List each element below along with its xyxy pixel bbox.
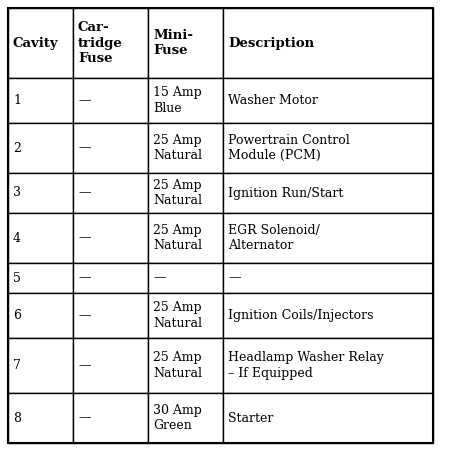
Bar	[8, 78, 73, 123]
Bar	[8, 263, 73, 293]
Bar	[148, 263, 223, 293]
Text: 5: 5	[13, 272, 21, 285]
Bar	[223, 263, 433, 293]
Text: EGR Solenoid/
Alternator: EGR Solenoid/ Alternator	[228, 224, 320, 252]
Bar	[8, 8, 433, 443]
Text: 2: 2	[13, 142, 21, 154]
Text: 30 Amp
Green: 30 Amp Green	[153, 404, 202, 432]
Bar	[73, 213, 148, 263]
Text: Ignition Coils/Injectors: Ignition Coils/Injectors	[228, 309, 374, 322]
Bar	[8, 173, 73, 213]
Bar	[8, 123, 73, 173]
Text: 25 Amp
Natural: 25 Amp Natural	[153, 301, 202, 330]
Text: —: —	[78, 231, 91, 245]
Bar	[223, 123, 433, 173]
Bar	[148, 293, 223, 338]
Bar	[223, 213, 433, 263]
Bar	[73, 338, 148, 393]
Bar	[148, 338, 223, 393]
Text: —: —	[153, 272, 165, 285]
Bar	[73, 173, 148, 213]
Bar	[223, 338, 433, 393]
Bar	[148, 123, 223, 173]
Bar	[148, 78, 223, 123]
Text: Starter: Starter	[228, 411, 273, 425]
Bar	[8, 293, 73, 338]
Bar	[73, 263, 148, 293]
Bar	[148, 393, 223, 443]
Bar	[8, 213, 73, 263]
Text: Cavity: Cavity	[13, 37, 59, 49]
Text: 3: 3	[13, 187, 21, 200]
Text: Description: Description	[228, 37, 314, 49]
Text: 25 Amp
Natural: 25 Amp Natural	[153, 351, 202, 380]
Bar	[73, 8, 148, 78]
Bar	[73, 123, 148, 173]
Bar	[223, 173, 433, 213]
Text: Powertrain Control
Module (PCM): Powertrain Control Module (PCM)	[228, 134, 350, 162]
Text: —: —	[78, 94, 91, 107]
Text: Ignition Run/Start: Ignition Run/Start	[228, 187, 343, 200]
Bar	[73, 78, 148, 123]
Text: 6: 6	[13, 309, 21, 322]
Bar	[8, 338, 73, 393]
Text: 25 Amp
Natural: 25 Amp Natural	[153, 224, 202, 252]
Bar	[148, 8, 223, 78]
Bar	[73, 293, 148, 338]
Text: 1: 1	[13, 94, 21, 107]
Text: —: —	[78, 309, 91, 322]
Bar	[73, 393, 148, 443]
Text: 7: 7	[13, 359, 21, 372]
Text: —: —	[228, 272, 240, 285]
Bar	[8, 393, 73, 443]
Text: 25 Amp
Natural: 25 Amp Natural	[153, 134, 202, 162]
Text: 4: 4	[13, 231, 21, 245]
Text: —: —	[78, 187, 91, 200]
Text: —: —	[78, 411, 91, 425]
Text: Car-
tridge
Fuse: Car- tridge Fuse	[78, 21, 123, 65]
Text: 25 Amp
Natural: 25 Amp Natural	[153, 179, 202, 207]
Text: 15 Amp
Blue: 15 Amp Blue	[153, 86, 202, 115]
Text: —: —	[78, 272, 91, 285]
Bar	[148, 213, 223, 263]
Bar	[8, 8, 73, 78]
Text: Mini-
Fuse: Mini- Fuse	[153, 29, 193, 57]
Text: 8: 8	[13, 411, 21, 425]
Bar	[223, 78, 433, 123]
Text: Headlamp Washer Relay
– If Equipped: Headlamp Washer Relay – If Equipped	[228, 351, 384, 380]
Text: —: —	[78, 142, 91, 154]
Bar	[223, 8, 433, 78]
Bar	[148, 173, 223, 213]
Text: Washer Motor: Washer Motor	[228, 94, 318, 107]
Text: —: —	[78, 359, 91, 372]
Bar	[223, 293, 433, 338]
Bar	[223, 393, 433, 443]
